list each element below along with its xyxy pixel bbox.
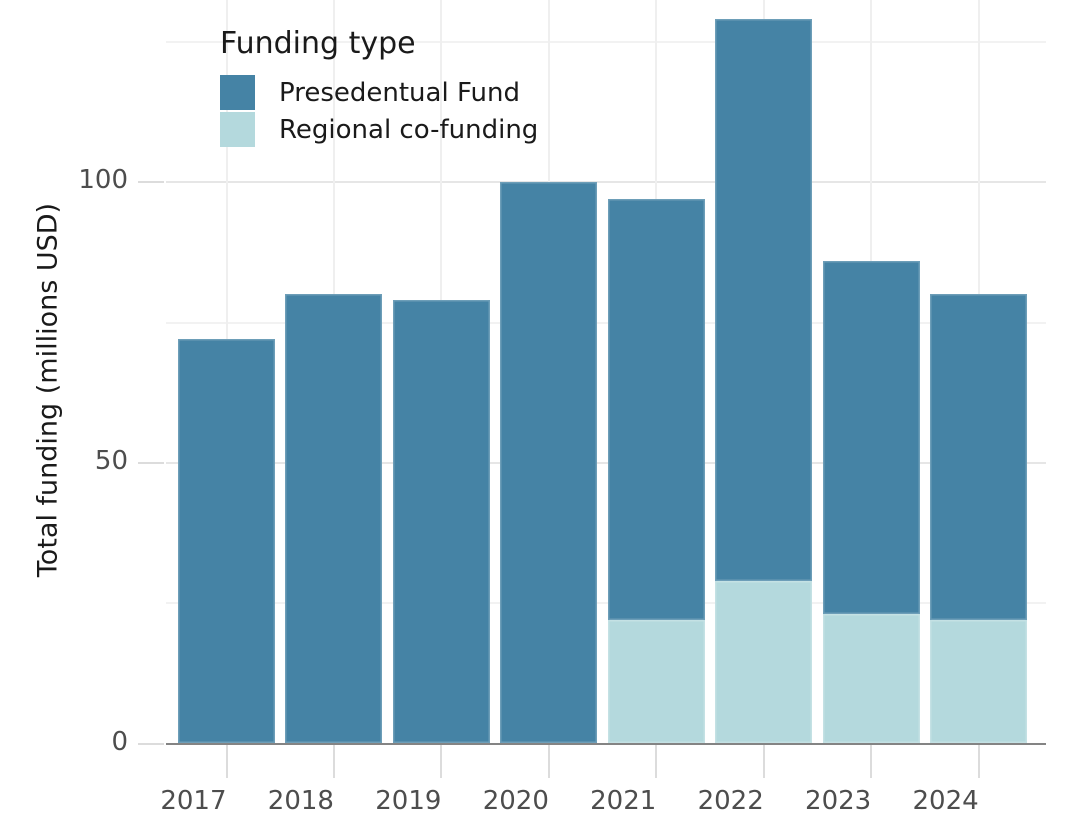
x-axis-line <box>166 742 1046 745</box>
bar-segment-2024-regional-co-funding <box>930 620 1028 744</box>
x-tick-label-2017: 2017 <box>160 785 227 816</box>
gridline-minor-75 <box>166 321 1046 324</box>
x-tick-label-2019: 2019 <box>375 785 442 816</box>
bar-segment-2024-presedentual-fund <box>930 294 1028 620</box>
x-tick-2019 <box>440 744 443 778</box>
bar-segment-2017-presedentual-fund <box>178 339 275 744</box>
x-tick-2024 <box>977 744 980 778</box>
x-tick-2018 <box>332 744 335 778</box>
bar-segment-2023-regional-co-funding <box>822 614 920 744</box>
y-tick-label-0: 0 <box>111 726 128 757</box>
y-tick-label-100: 100 <box>78 165 128 196</box>
bar-segment-2019-presedentual-fund <box>392 300 490 744</box>
gridline-minor-125 <box>166 40 1046 43</box>
bar-segment-2023-presedentual-fund <box>822 260 920 615</box>
bar-segment-2021-presedentual-fund <box>607 199 705 620</box>
legend-item-label: Regional co-funding <box>279 114 539 145</box>
x-tick-2023 <box>870 744 873 778</box>
legend-rows: Presedentual Fund Regional co-funding <box>220 75 538 147</box>
y-tick-50 <box>138 461 164 464</box>
legend: Funding type Presedentual Fund Regional c… <box>220 26 538 149</box>
y-tick-100 <box>138 181 164 184</box>
x-tick-label-2023: 2023 <box>805 785 872 816</box>
x-tick-label-2024: 2024 <box>912 785 979 816</box>
x-tick-label-2021: 2021 <box>590 785 657 816</box>
legend-item-label: Presedentual Fund <box>279 77 520 108</box>
legend-key-swatch <box>220 112 255 147</box>
bar-segment-2022-regional-co-funding <box>715 580 813 744</box>
y-axis-title: Total funding (millions USD) <box>32 202 64 578</box>
x-tick-label-2022: 2022 <box>697 785 764 816</box>
bar-segment-2018-presedentual-fund <box>285 294 383 744</box>
bar-segment-2022-presedentual-fund <box>715 19 813 581</box>
x-tick-label-2020: 2020 <box>482 785 549 816</box>
legend-item-regional-co-funding: Regional co-funding <box>220 112 538 147</box>
bar-segment-2020-presedentual-fund <box>500 182 598 744</box>
legend-item-presedentual-fund: Presedentual Fund <box>220 75 538 110</box>
x-tick-2017 <box>225 744 228 778</box>
x-tick-label-2018: 2018 <box>267 785 334 816</box>
x-tick-2020 <box>547 744 550 778</box>
x-tick-2022 <box>762 744 765 778</box>
y-tick-label-50: 50 <box>94 445 128 476</box>
legend-title: Funding type <box>220 26 416 61</box>
gridline-minor-25 <box>166 602 1046 605</box>
legend-key-swatch <box>220 75 255 110</box>
gridline-major-100 <box>166 181 1046 184</box>
bar-segment-2021-regional-co-funding <box>607 620 705 744</box>
x-tick-2021 <box>655 744 658 778</box>
gridline-major-50 <box>166 461 1046 464</box>
y-tick-0 <box>138 742 164 745</box>
